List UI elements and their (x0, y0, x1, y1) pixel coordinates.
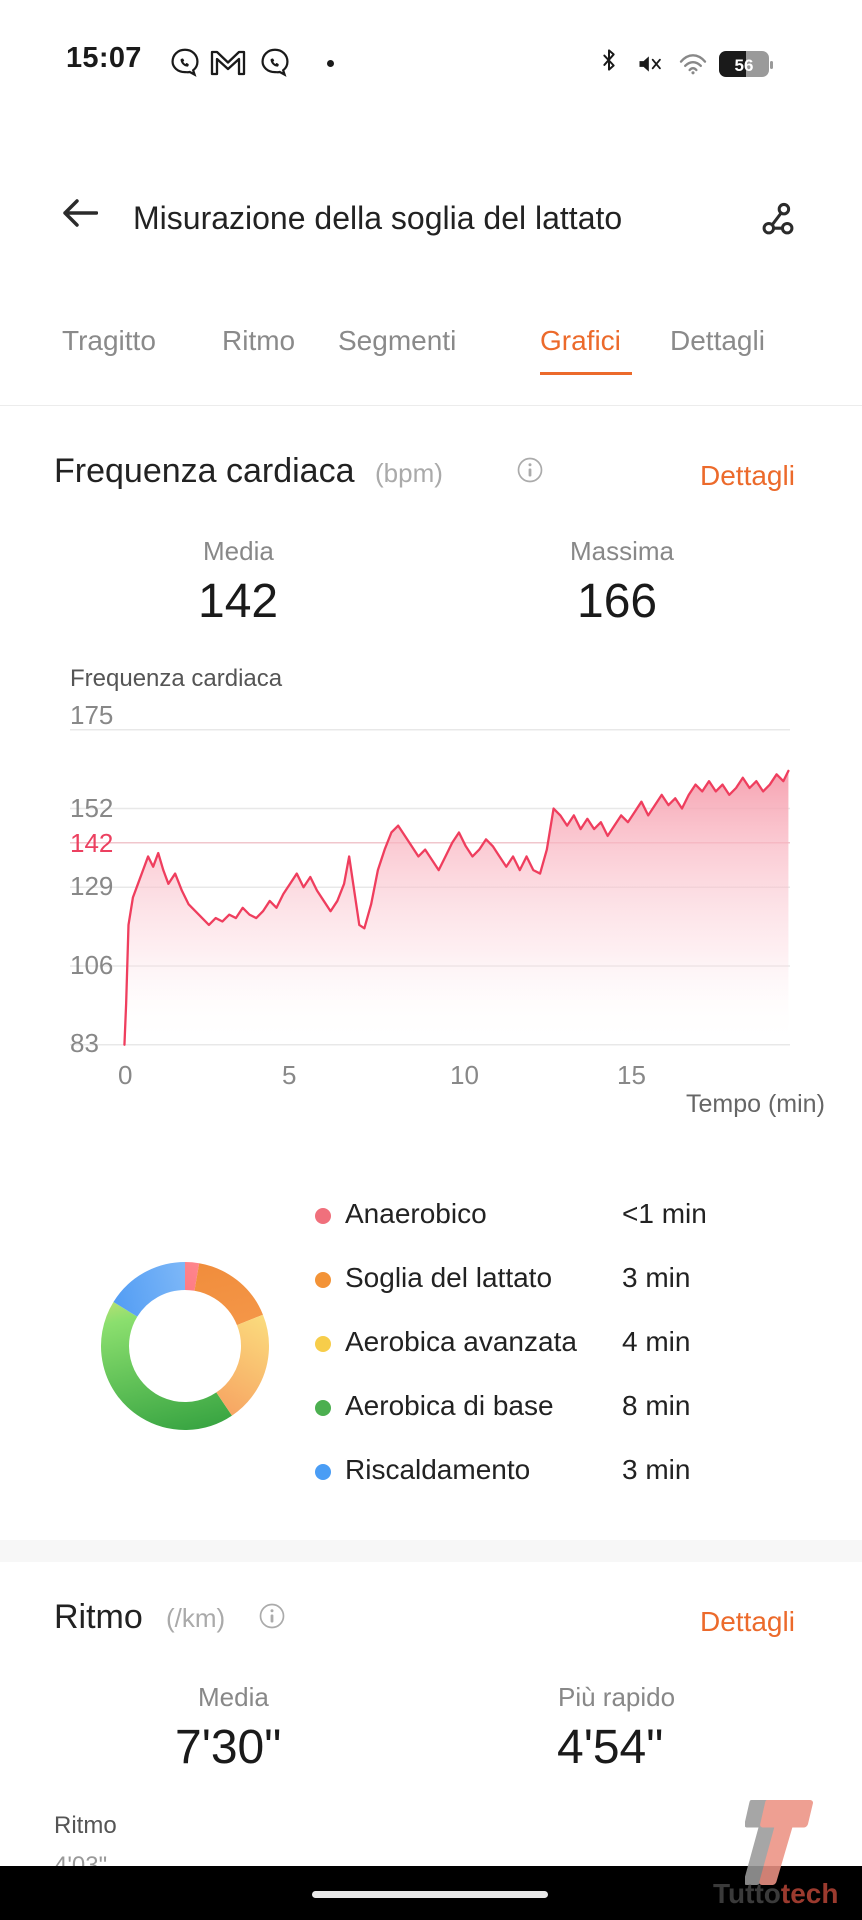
svg-text:56: 56 (735, 56, 754, 75)
